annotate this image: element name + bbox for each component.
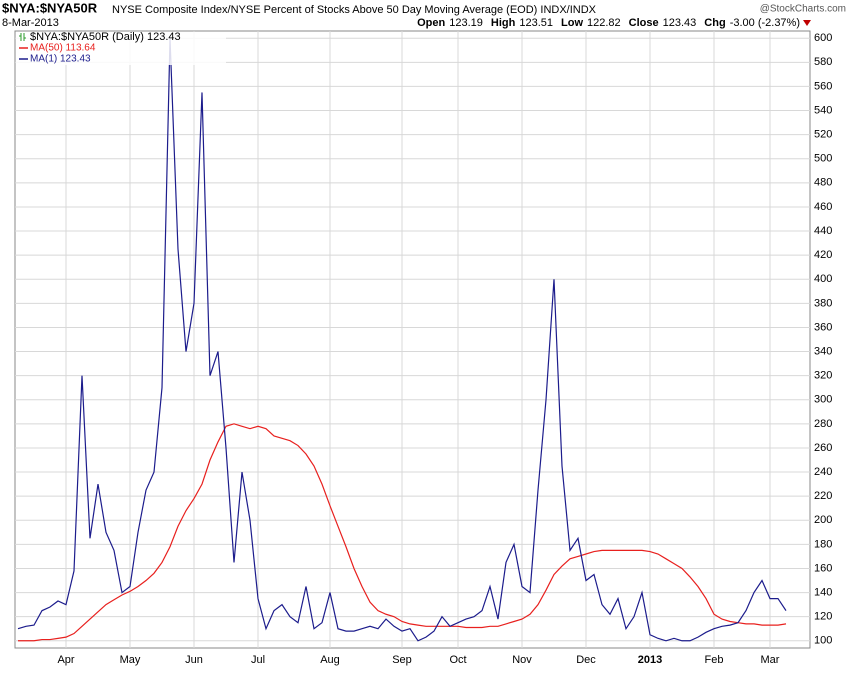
y-tick-label: 600 (814, 32, 832, 44)
stat-label: Low (561, 17, 583, 29)
y-tick-label: 240 (814, 466, 832, 478)
legend: $NYA:$NYA50R (Daily) 123.43 MA(50) 113.6… (16, 31, 226, 65)
y-tick-label: 100 (814, 635, 832, 647)
x-tick-label: Sep (392, 654, 412, 666)
x-tick-label: May (120, 654, 141, 666)
x-tick-label: 2013 (638, 654, 662, 666)
x-tick-label: Feb (705, 654, 724, 666)
y-tick-label: 200 (814, 514, 832, 526)
y-tick-label: 540 (814, 104, 832, 116)
y-tick-label: 460 (814, 201, 832, 213)
y-tick-label: 340 (814, 345, 832, 357)
stats: -3.00 (-2.37%) Chg 123.43 Close 122.82 Low 123… (417, 17, 811, 29)
legend-box (16, 32, 226, 65)
stat-value: 123.51 (519, 17, 553, 29)
y-tick-label: 360 (814, 321, 832, 333)
down-arrow (803, 20, 811, 26)
chart-title: NYSE Composite Index/NYSE Percent of Sto… (112, 4, 597, 16)
y-tick-label: 260 (814, 442, 832, 454)
stat-value: 123.19 (449, 17, 483, 29)
symbol: $NYA:$NYA50R (2, 0, 98, 15)
y-tick-label: 160 (814, 562, 832, 574)
y-tick-label: 220 (814, 490, 832, 502)
y-tick-label: 180 (814, 538, 832, 550)
stat-label: Close (629, 17, 659, 29)
legend-label: MA(50) 113.64 (30, 43, 96, 54)
y-tick-label: 520 (814, 129, 832, 141)
legend-price: $NYA:$NYA50R (Daily) 123.43 (30, 31, 181, 43)
x-tick-label: Jun (185, 654, 203, 666)
series-line (17, 38, 787, 642)
stat-value: 123.43 (663, 17, 697, 29)
date: 8-Mar-2013 (2, 17, 59, 29)
stat-value: -3.00 (-2.37%) (730, 17, 800, 29)
y-tick-label: 140 (814, 586, 832, 598)
series-line (18, 423, 787, 642)
y-tick-label: 440 (814, 225, 832, 237)
legend-price-icon (19, 33, 26, 41)
y-tick-label: 380 (814, 297, 832, 309)
x-tick-label: Oct (449, 654, 466, 666)
y-tick-label: 560 (814, 80, 832, 92)
y-tick-label: 480 (814, 177, 832, 189)
y-tick-label: 320 (814, 370, 832, 382)
grid: 100 120 140 160 180 200 220 240 260 280 300 320 340 3… (15, 31, 832, 666)
x-tick-label: Nov (512, 654, 532, 666)
y-tick-label: 500 (814, 153, 832, 165)
credit: @StockCharts.com (760, 4, 846, 15)
legend-label: MA(1) 123.43 (30, 54, 91, 65)
lines (17, 38, 787, 642)
stat-label: High (491, 17, 516, 29)
y-tick-label: 120 (814, 611, 832, 623)
y-tick-label: 300 (814, 394, 832, 406)
y-tick-label: 420 (814, 249, 832, 261)
x-tick-label: Dec (576, 654, 596, 666)
y-tick-label: 580 (814, 56, 832, 68)
y-tick-label: 280 (814, 418, 832, 430)
x-tick-label: Aug (320, 654, 340, 666)
stat-value: 122.82 (587, 17, 621, 29)
plot-frame (14, 30, 811, 649)
stat-label: Open (417, 17, 445, 29)
x-tick-label: Mar (761, 654, 780, 666)
x-tick-label: Apr (57, 654, 74, 666)
y-tick-label: 400 (814, 273, 832, 285)
stat-label: Chg (704, 17, 725, 29)
x-tick-label: Jul (251, 654, 265, 666)
